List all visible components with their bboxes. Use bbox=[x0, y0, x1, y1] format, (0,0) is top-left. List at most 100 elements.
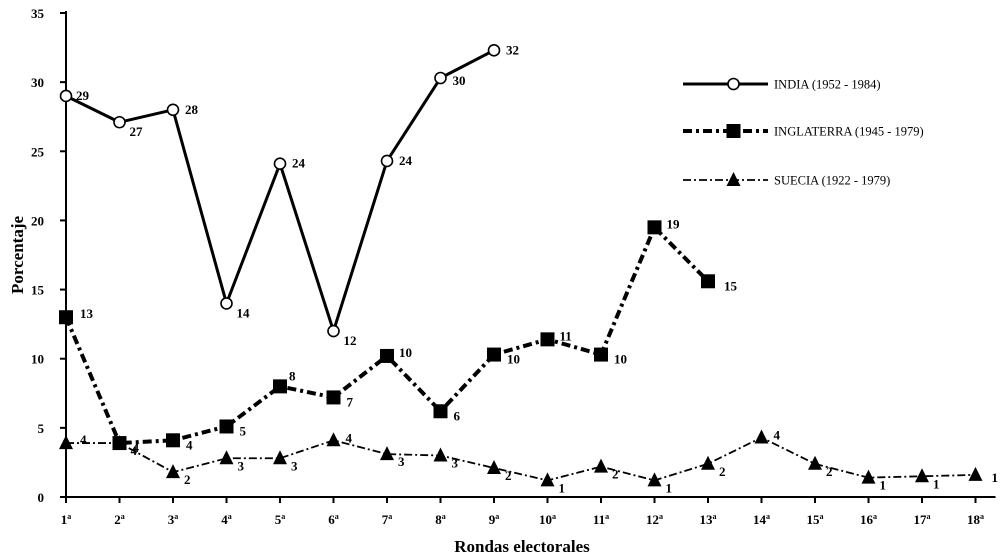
triangle-marker bbox=[726, 172, 741, 186]
data-label: 19 bbox=[667, 216, 681, 231]
circle-marker bbox=[166, 103, 180, 117]
data-label: 10 bbox=[614, 352, 627, 367]
series-line bbox=[66, 436, 976, 482]
data-label: 4 bbox=[131, 443, 138, 458]
x-tick-label: 8a bbox=[435, 512, 446, 527]
triangle-marker bbox=[219, 450, 234, 465]
triangle-marker bbox=[380, 446, 394, 461]
data-label: 1 bbox=[666, 480, 673, 495]
data-label: 29 bbox=[76, 88, 90, 103]
square-marker bbox=[594, 347, 608, 362]
square-marker bbox=[726, 124, 741, 138]
data-label: 3 bbox=[398, 454, 405, 469]
triangle-marker bbox=[540, 472, 555, 487]
data-label: 27 bbox=[130, 124, 144, 139]
data-label: 6 bbox=[454, 408, 461, 423]
square-marker bbox=[487, 347, 501, 362]
data-label: 11 bbox=[560, 328, 572, 343]
data-label: 28 bbox=[185, 102, 199, 117]
data-label: 2 bbox=[719, 464, 726, 479]
legend-label: SUECIA (1922 - 1979) bbox=[774, 174, 890, 188]
square-marker bbox=[647, 220, 662, 235]
x-tick-label: 16a bbox=[860, 512, 877, 527]
data-label: 4 bbox=[133, 440, 140, 455]
triangle-marker bbox=[861, 469, 876, 484]
data-label: 1 bbox=[559, 480, 566, 495]
square-marker bbox=[540, 332, 555, 347]
data-label: 1 bbox=[933, 476, 940, 491]
square-marker bbox=[433, 404, 448, 419]
triangle-marker bbox=[273, 450, 287, 465]
square-marker bbox=[326, 390, 341, 405]
y-tick-label: 25 bbox=[31, 144, 45, 159]
x-tick-label: 1a bbox=[61, 512, 72, 527]
y-tick-label: 20 bbox=[31, 213, 44, 228]
circle-marker bbox=[727, 77, 740, 91]
triangle-marker bbox=[112, 435, 127, 450]
legend: INDIA (1952 - 1984) INGLATERRA (1945 - 19… bbox=[683, 78, 924, 188]
circle-marker bbox=[487, 44, 501, 57]
y-axis-title: Porcentaje bbox=[8, 216, 27, 294]
data-label: 2 bbox=[826, 464, 833, 479]
data-label: 2 bbox=[505, 468, 512, 483]
legend-label: INGLATERRA (1945 - 1979) bbox=[774, 125, 924, 139]
circle-marker bbox=[113, 115, 126, 129]
x-tick-label: 3a bbox=[168, 512, 179, 527]
square-marker bbox=[219, 419, 234, 434]
x-tick-label: 18a bbox=[967, 512, 984, 527]
data-label: 15 bbox=[724, 278, 738, 293]
x-tick-label: 11a bbox=[593, 512, 609, 527]
circle-marker bbox=[434, 71, 447, 85]
data-label: 3 bbox=[238, 458, 245, 473]
triangle-marker bbox=[326, 432, 341, 447]
data-label: 30 bbox=[453, 73, 466, 88]
triangle-marker bbox=[433, 447, 448, 462]
y-tick-label: 15 bbox=[31, 283, 45, 298]
data-label: 32 bbox=[506, 42, 519, 57]
legend-item-3: SUECIA (1922 - 1979) bbox=[683, 172, 890, 188]
circle-marker bbox=[327, 324, 340, 338]
series-line bbox=[64, 225, 710, 446]
triangle-marker bbox=[915, 468, 929, 483]
data-label: 24 bbox=[292, 156, 306, 171]
triangle-marker bbox=[968, 466, 983, 481]
square-marker bbox=[380, 348, 394, 363]
data-label: 4 bbox=[346, 430, 353, 445]
square-marker bbox=[166, 433, 180, 448]
triangle-marker bbox=[808, 455, 822, 470]
data-label: 3 bbox=[291, 458, 298, 473]
y-tick-label: 10 bbox=[31, 352, 44, 367]
square-marker bbox=[273, 379, 287, 394]
data-label: 7 bbox=[347, 394, 354, 409]
triangle-marker bbox=[754, 429, 769, 444]
square-marker bbox=[59, 310, 73, 325]
data-label: 3 bbox=[452, 456, 459, 471]
series-2 bbox=[59, 220, 715, 451]
x-tick-label: 12a bbox=[646, 512, 663, 527]
legend-item-1: INDIA (1952 - 1984) bbox=[683, 78, 881, 92]
y-tick-label: 30 bbox=[31, 75, 44, 90]
x-tick-label: 13a bbox=[700, 512, 717, 527]
data-label: 13 bbox=[80, 306, 94, 321]
series-line bbox=[65, 49, 495, 333]
y-tick-label: 5 bbox=[38, 421, 45, 436]
x-tick-label: 2a bbox=[114, 512, 125, 527]
data-label: 5 bbox=[240, 423, 247, 438]
data-label: 1 bbox=[880, 478, 887, 493]
circle-marker bbox=[220, 297, 233, 310]
data-label: 4 bbox=[774, 428, 781, 443]
data-label: 10 bbox=[399, 345, 412, 360]
x-tick-label: 7a bbox=[382, 512, 393, 527]
data-label: 8 bbox=[289, 368, 296, 383]
triangle-marker bbox=[594, 458, 608, 473]
data-label: 4 bbox=[80, 432, 87, 447]
circle-marker bbox=[59, 89, 73, 103]
circle-marker bbox=[273, 157, 287, 171]
x-tick-label: 15a bbox=[807, 512, 824, 527]
x-tick-label: 4a bbox=[221, 512, 232, 527]
y-tick-label: 35 bbox=[31, 6, 45, 21]
x-tick-label: 10a bbox=[539, 512, 556, 527]
